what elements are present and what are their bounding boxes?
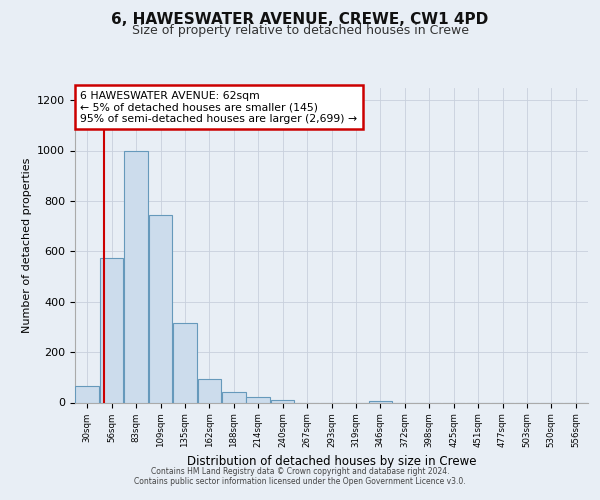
- Text: 6, HAWESWATER AVENUE, CREWE, CW1 4PD: 6, HAWESWATER AVENUE, CREWE, CW1 4PD: [112, 12, 488, 28]
- Bar: [149, 215, 172, 402]
- Text: 6 HAWESWATER AVENUE: 62sqm
← 5% of detached houses are smaller (145)
95% of semi: 6 HAWESWATER AVENUE: 62sqm ← 5% of detac…: [80, 90, 357, 124]
- Y-axis label: Number of detached properties: Number of detached properties: [22, 158, 32, 332]
- Bar: [124, 150, 148, 402]
- Bar: [222, 392, 245, 402]
- Bar: [197, 378, 221, 402]
- Text: Contains public sector information licensed under the Open Government Licence v3: Contains public sector information licen…: [134, 477, 466, 486]
- Text: Size of property relative to detached houses in Crewe: Size of property relative to detached ho…: [131, 24, 469, 37]
- Bar: [76, 386, 99, 402]
- Bar: [247, 398, 270, 402]
- Text: Contains HM Land Registry data © Crown copyright and database right 2024.: Contains HM Land Registry data © Crown c…: [151, 467, 449, 476]
- Bar: [100, 258, 124, 402]
- Bar: [271, 400, 295, 402]
- Bar: [173, 323, 197, 402]
- Bar: [368, 401, 392, 402]
- X-axis label: Distribution of detached houses by size in Crewe: Distribution of detached houses by size …: [187, 456, 476, 468]
